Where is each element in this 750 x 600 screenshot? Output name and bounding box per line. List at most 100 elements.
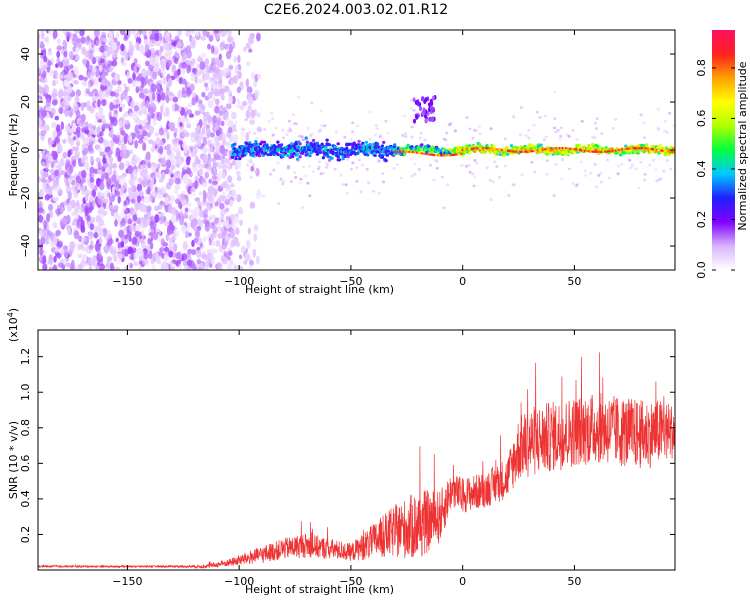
spectrogram-cell	[51, 130, 58, 138]
spectrogram-cell	[281, 182, 285, 186]
spectrogram-cell	[99, 237, 103, 245]
spectrogram-cell	[181, 62, 188, 69]
spectrogram-cell	[192, 265, 197, 270]
spectrogram-cell	[65, 81, 71, 87]
spectrogram-cell	[382, 180, 386, 184]
spectrogram-cell	[53, 255, 57, 263]
spectrogram-cell	[194, 206, 201, 214]
spectrogram-cell	[568, 167, 572, 171]
spectrogram-cell	[645, 143, 649, 147]
spectrogram-cell	[175, 151, 181, 160]
spectrogram-cell	[472, 184, 476, 188]
spectrogram-cell	[141, 30, 147, 36]
spectrogram-cell	[218, 110, 223, 117]
spectrogram-cell	[53, 180, 60, 188]
spectrogram-cell	[253, 132, 257, 135]
spectrogram-cell	[121, 103, 125, 109]
spectrogram-cell	[298, 155, 302, 159]
spectrogram-cell	[128, 236, 132, 242]
spectrogram-cell	[139, 44, 144, 53]
spectrogram-cell	[101, 85, 105, 92]
spectrogram-cell	[412, 108, 416, 112]
spectrogram-cell	[234, 228, 240, 234]
spectrogram-cell	[201, 200, 207, 206]
spectrogram-cell	[199, 262, 204, 269]
spectrogram-cell	[64, 108, 70, 117]
spectrogram-cell	[212, 96, 216, 102]
spectrogram-cell	[244, 252, 251, 262]
spectrogram-cell	[285, 133, 289, 137]
spectrogram-cell	[430, 101, 434, 106]
spectrogram-cell	[38, 239, 41, 246]
spectrogram-cell	[88, 123, 93, 130]
spectrogram-cell	[120, 219, 126, 227]
spectrogram-cell	[225, 50, 232, 60]
spectrogram-cell	[116, 181, 120, 191]
spectrogram-cell	[377, 191, 381, 195]
spectrogram-cell	[418, 136, 422, 140]
spectrogram-cell	[131, 236, 138, 245]
spectrogram-cell	[225, 229, 229, 237]
spectrogram-cell	[56, 124, 61, 133]
spectrogram-cell	[368, 110, 372, 114]
spectrogram-cell	[76, 126, 81, 133]
spectrogram-cell	[642, 178, 647, 182]
spectrogram-cell	[68, 200, 74, 206]
spectrogram-cell	[580, 119, 584, 123]
spectrogram-cell	[485, 166, 489, 170]
spectrogram-cell	[539, 143, 543, 147]
spectrogram-cell	[140, 229, 144, 237]
x-tick-label: −100	[224, 275, 254, 288]
spectrogram-cell	[181, 199, 187, 206]
spectrogram-cell	[174, 57, 179, 65]
spectrogram-cell	[115, 237, 119, 243]
spectrogram-cell	[42, 263, 48, 270]
spectrogram-cell	[128, 134, 133, 143]
spectrogram-cell	[257, 154, 262, 158]
spectrogram-cell	[183, 111, 188, 119]
spectrogram-cell	[181, 253, 188, 262]
spectrogram-cell	[80, 119, 85, 125]
spectrogram-cell	[218, 53, 222, 60]
spectrogram-cell	[346, 155, 350, 159]
spectrogram-cell	[228, 71, 232, 78]
spectrogram-cell	[356, 124, 360, 128]
spectrogram-cell	[154, 214, 160, 223]
spectrogram-cell	[148, 107, 154, 115]
spectrogram-cell	[84, 205, 89, 214]
spectrogram-cell	[182, 212, 188, 217]
spectrogram-cell	[114, 73, 120, 82]
spectrogram-cell	[239, 219, 243, 226]
spectrogram-cell	[442, 206, 446, 210]
spectrogram-cell	[235, 241, 241, 248]
spectrogram-cell	[134, 155, 138, 161]
spectrogram-cell	[76, 200, 80, 206]
spectrogram-cell	[184, 207, 189, 213]
spectrogram-cell	[417, 168, 421, 171]
spectrogram-cell	[210, 139, 217, 147]
spectrogram-cell	[109, 66, 113, 73]
spectrogram-cell	[96, 261, 101, 267]
spectrogram-cell	[161, 101, 166, 107]
spectrogram-cell	[129, 149, 134, 155]
spectrogram-cell	[130, 253, 135, 261]
spectrogram-cell	[206, 248, 212, 255]
spectrogram-cell	[228, 34, 232, 44]
spectrogram-cell	[527, 136, 531, 140]
spectrogram-cell	[336, 142, 340, 146]
spectrogram-cell	[52, 264, 58, 270]
spectrogram-cell	[38, 176, 42, 183]
spectrogram-cell	[151, 264, 156, 270]
spectrogram-cell	[100, 73, 106, 80]
spectrogram-cell	[131, 132, 136, 139]
spectrogram-cell	[178, 77, 183, 85]
spectrogram-cell	[56, 73, 61, 79]
spectrogram-cell	[430, 105, 434, 111]
spectrogram-cell	[227, 250, 233, 256]
spectrogram-cell	[307, 164, 311, 168]
spectrogram-cell	[182, 241, 188, 251]
spectrogram-cell	[374, 123, 378, 127]
spectrogram-cell	[373, 153, 377, 157]
spectrogram-cell	[60, 160, 65, 166]
spectrogram-cell	[225, 103, 232, 110]
